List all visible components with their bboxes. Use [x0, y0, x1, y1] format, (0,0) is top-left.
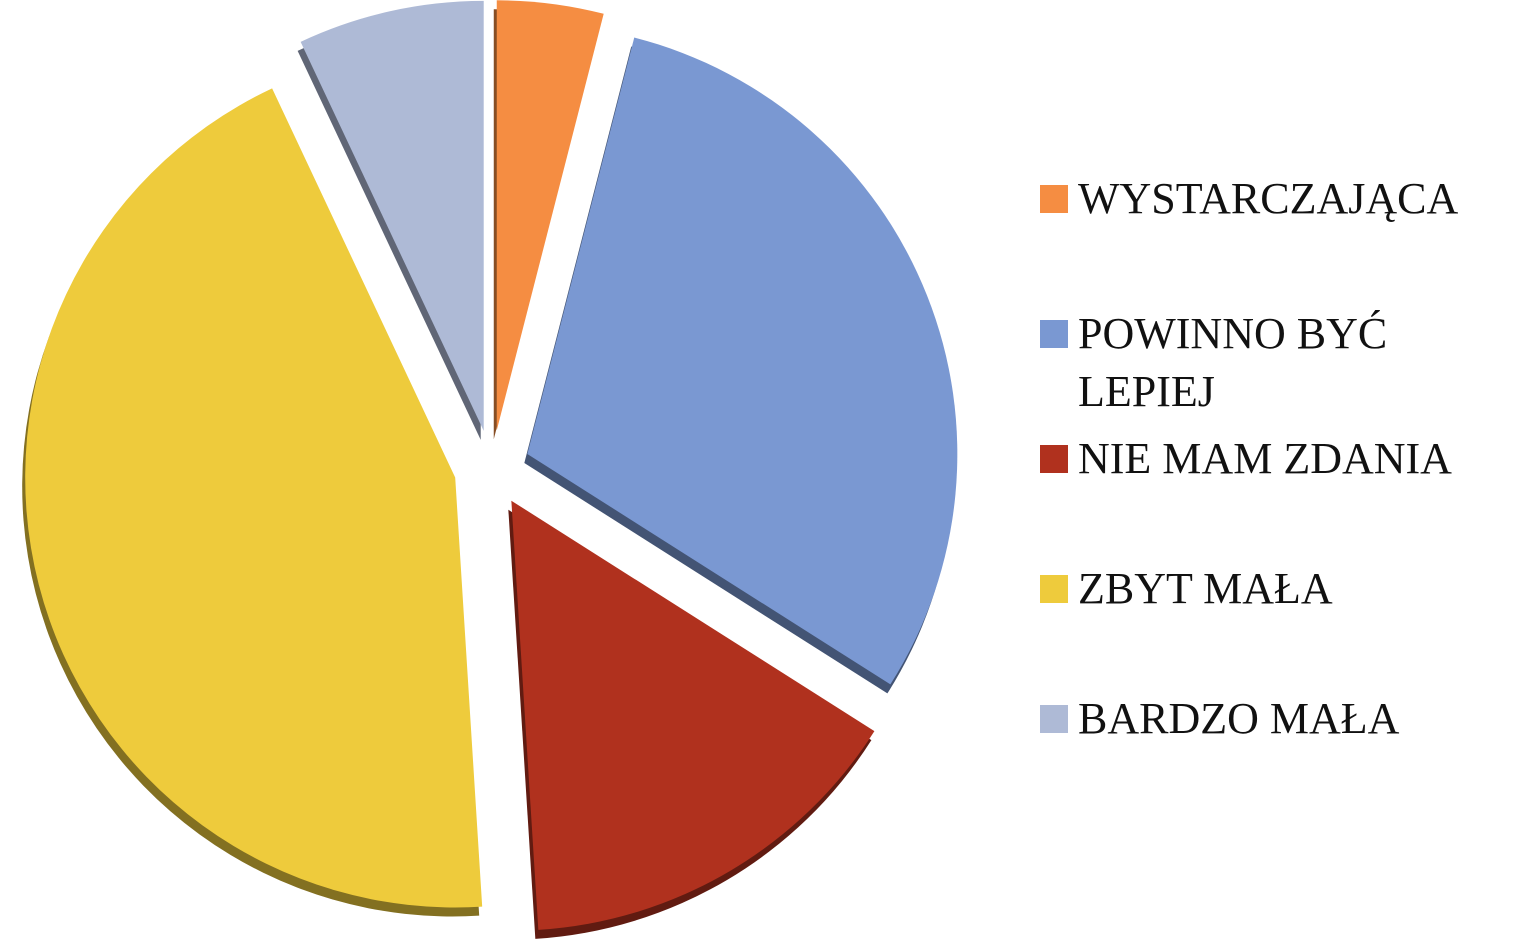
legend-label: WYSTARCZAJĄCA	[1078, 174, 1459, 223]
legend-item: BARDZO MAŁA	[1040, 690, 1524, 748]
slice	[300, 0, 484, 431]
legend-item: WYSTARCZAJĄCA	[1040, 170, 1524, 228]
slice	[496, 0, 604, 431]
slice	[511, 500, 875, 930]
legend-label: ZBYT MAŁA	[1078, 564, 1333, 613]
legend-label: BARDZO MAŁA	[1078, 694, 1400, 743]
legend-item: NIE MAM ZDANIA	[1040, 430, 1524, 488]
legend-swatch	[1040, 185, 1068, 213]
slice	[25, 88, 483, 908]
legend-swatch	[1040, 445, 1068, 473]
slice	[527, 37, 958, 685]
legend-swatch	[1040, 575, 1068, 603]
legend-label: POWINNO BYĆ LEPIEJ	[1078, 309, 1388, 416]
legend-item: ZBYT MAŁA	[1040, 560, 1524, 618]
legend-item: POWINNO BYĆ LEPIEJ	[1040, 305, 1524, 421]
chart	[22, 0, 958, 939]
legend-swatch	[1040, 320, 1068, 348]
legend-label: NIE MAM ZDANIA	[1078, 434, 1452, 483]
legend-swatch	[1040, 705, 1068, 733]
